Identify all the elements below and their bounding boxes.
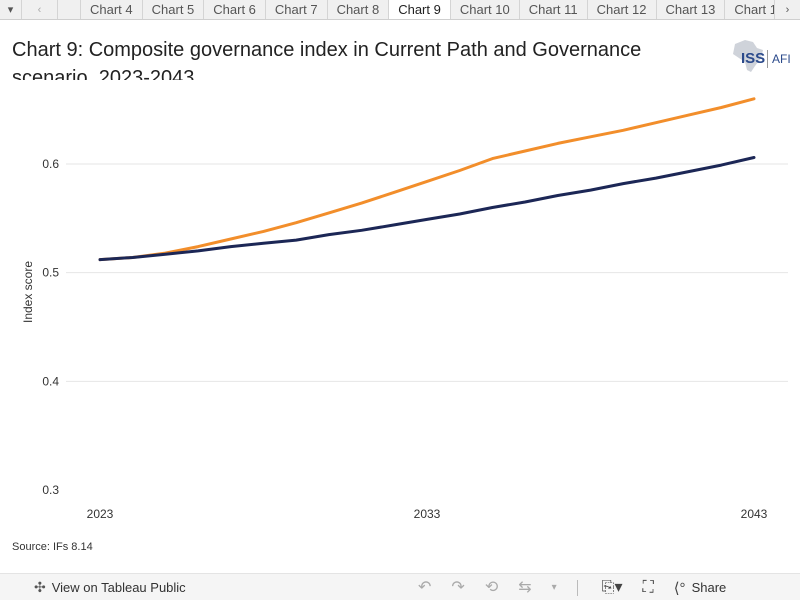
tab-chart-6[interactable]: Chart 6 xyxy=(203,0,265,19)
share-icon: ⟨° xyxy=(673,579,686,597)
view-on-tableau-label: View on Tableau Public xyxy=(51,579,186,595)
triangle-down-icon: ▾ xyxy=(7,4,14,16)
tab-chart-13[interactable]: Chart 13 xyxy=(655,0,725,19)
x-tick-label: 2033 xyxy=(414,507,441,521)
refresh-icon[interactable]: ⇆ xyxy=(518,579,532,596)
footer-toolbar: ✣ View on Tableau Public ↶ ↷ ⟲ ⇆ ▾ ⎘▾ ⛶ … xyxy=(0,573,800,600)
logo-text: ISS xyxy=(741,50,766,67)
tab-chart-10[interactable]: Chart 10 xyxy=(449,0,519,19)
toolbar-divider xyxy=(576,579,578,596)
toolbar-actions: ↶ ↷ ⟲ ⇆ ▾ ⎘▾ ⛶ ⟨° Share xyxy=(418,574,726,601)
x-tick-label: 2043 xyxy=(741,507,768,521)
y-tick-label: 0.3 xyxy=(42,483,59,497)
y-axis-label: Index score xyxy=(21,261,35,323)
view-on-tableau-link[interactable]: ✣ View on Tableau Public xyxy=(34,579,186,596)
x-tick-label: 2023 xyxy=(87,507,114,521)
download-icon[interactable]: ⎘▾ xyxy=(601,579,623,596)
series-line-governance-scenario xyxy=(98,97,756,262)
share-label: Share xyxy=(691,580,727,595)
tab-chart-9[interactable]: Chart 9 xyxy=(388,0,450,19)
tab-chart-8[interactable]: Chart 8 xyxy=(326,0,389,19)
tab-menu-button[interactable]: ▾ xyxy=(0,0,22,19)
revert-icon[interactable]: ⟲ xyxy=(484,579,499,596)
logo-sub-text: AFI xyxy=(772,52,791,66)
chart-title: Chart 9: Composite governance index in C… xyxy=(12,39,642,80)
logo-divider xyxy=(767,50,768,68)
tab-chart-5[interactable]: Chart 5 xyxy=(141,0,204,19)
tab-chart-12[interactable]: Chart 12 xyxy=(586,0,656,19)
africa-logo-icon xyxy=(733,40,763,72)
share-button[interactable]: ⟨° Share xyxy=(674,579,727,597)
tab-list: Chart 4 Chart 5 Chart 6 Chart 7 Chart 8 Chart… xyxy=(58,0,774,19)
chevron-left-icon: ‹ xyxy=(37,3,42,16)
y-tick-label: 0.6 xyxy=(42,157,59,171)
fullscreen-icon[interactable]: ⛶ xyxy=(642,579,654,596)
undo-icon[interactable]: ↶ xyxy=(418,579,432,596)
series-line-current-path xyxy=(98,156,756,262)
refresh-dropdown-icon[interactable]: ▾ xyxy=(551,582,557,593)
redo-icon[interactable]: ↷ xyxy=(451,579,465,596)
tab-prev-button[interactable]: ‹ xyxy=(22,0,58,19)
tab-chart-11[interactable]: Chart 11 xyxy=(518,0,587,19)
chevron-right-icon: › xyxy=(785,3,790,16)
y-tick-label: 0.5 xyxy=(42,266,59,280)
y-tick-label: 0.4 xyxy=(42,374,59,388)
tab-chart-7[interactable]: Chart 7 xyxy=(264,0,327,19)
tab-next-button[interactable]: › xyxy=(774,0,800,19)
tab-chart-14[interactable]: Chart 14 xyxy=(724,0,774,19)
tab-chart-4[interactable]: Chart 4 xyxy=(80,0,142,19)
source-note: Source: IFs 8.14 xyxy=(12,541,93,553)
tableau-icon: ✣ xyxy=(34,578,46,595)
